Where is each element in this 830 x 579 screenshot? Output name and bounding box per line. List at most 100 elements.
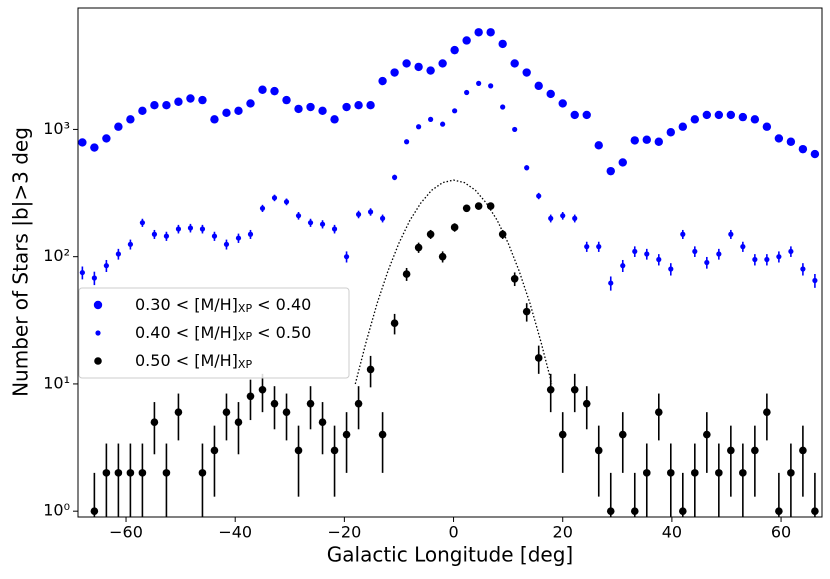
point [258,385,267,394]
point [390,68,399,77]
point [258,85,267,94]
point [198,469,207,477]
point [800,266,806,272]
point [715,469,723,477]
point [764,256,770,263]
point [452,108,458,114]
point [247,231,254,237]
point [234,418,243,427]
point [211,233,218,239]
point [426,230,435,239]
point [486,202,495,210]
point [787,469,795,477]
y-tick-label: 10² [43,246,70,265]
point [378,430,387,439]
point [740,244,746,250]
point [354,101,363,110]
point [704,259,710,266]
point [318,106,327,116]
point [150,101,159,110]
point [799,446,807,455]
point [462,36,471,45]
point [474,28,483,37]
point [522,307,531,316]
point [810,149,820,159]
point [271,195,278,201]
x-tick-label: −60 [109,523,143,542]
legend-box [78,287,350,379]
point [728,231,734,237]
point [558,430,567,439]
point [416,124,422,130]
point [162,469,171,477]
point [536,193,542,199]
point [331,226,338,232]
x-axis-label: Galactic Longitude [deg] [327,543,573,567]
point [570,110,579,120]
point [680,231,686,237]
point [775,507,783,515]
point [306,102,315,112]
point [186,94,195,103]
x-tick-label: −20 [327,523,361,542]
point [798,144,808,154]
point [716,251,722,257]
point [606,507,615,515]
point [79,269,85,276]
point [618,158,627,167]
point [476,80,482,86]
point [751,446,759,455]
point [762,122,772,131]
legend-marker [93,300,103,310]
plot-frame [77,7,823,518]
point [548,215,554,221]
point [343,254,350,260]
point [391,174,398,180]
point [138,106,147,116]
point [642,469,651,477]
point [811,507,819,515]
point [438,252,447,261]
point [570,385,579,394]
point [428,116,434,122]
point [103,263,109,269]
point [330,115,339,124]
point [246,392,255,401]
point [114,469,123,477]
point [402,59,411,68]
point [776,254,782,260]
point [703,430,711,439]
point [367,209,374,215]
point [163,233,170,239]
point [295,213,302,219]
legend: 0.30 < [M/H]XP < 0.40 0.40 < [M/H]XP < 0.… [78,287,350,379]
point [114,122,123,131]
point [608,280,614,286]
point [630,136,639,145]
point [702,110,712,120]
point [666,469,675,477]
plot-area [78,28,820,517]
point [450,45,459,55]
point [620,263,626,269]
point [462,204,471,213]
x-tick-label: 20 [553,523,573,542]
point [282,408,291,416]
point [174,408,183,416]
point [534,81,543,91]
point [366,101,375,110]
point [450,223,459,232]
point [752,256,758,263]
point [366,365,375,374]
point [572,215,578,221]
point [294,446,303,455]
point [488,83,494,89]
legend-label: 0.50 < [M/H]XP [135,351,252,372]
point [666,128,675,137]
point [126,115,135,124]
point [474,202,483,210]
point [259,205,266,211]
point [582,110,591,120]
point [500,104,506,110]
x-tick-label: 40 [662,523,682,542]
